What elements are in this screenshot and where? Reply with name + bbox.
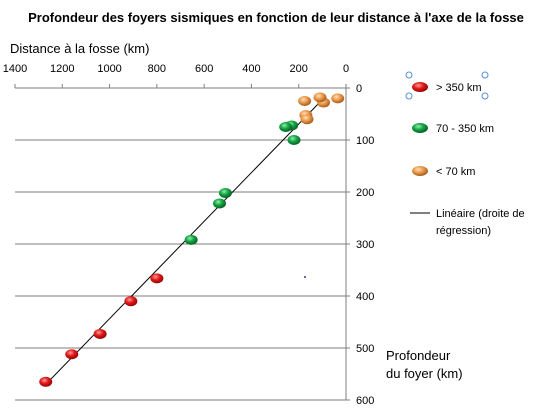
x-tick-label-200: 200: [290, 63, 308, 75]
data-point-s2-3: [298, 96, 312, 106]
x-tick-labels: 1400 1200 1000 800 600 400 200 0: [3, 63, 349, 88]
x-tick-label-1000: 1000: [97, 63, 121, 75]
data-point-s2-1: [313, 92, 327, 103]
x-tick-label-600: 600: [195, 63, 213, 75]
x-tick-label-800: 800: [148, 63, 166, 75]
x-axis-label: Distance à la fosse (km): [10, 41, 149, 56]
x-tick-label-400: 400: [242, 63, 260, 75]
legend-selection-handle: [405, 92, 413, 100]
y-tick-label-200: 200: [356, 187, 374, 199]
y-tick-label-500: 500: [356, 343, 374, 355]
data-point-s2-2: [331, 93, 345, 104]
legend: > 350 km 70 - 350 km < 70 km Linéaire (d…: [405, 71, 525, 237]
y-tick-label-400: 400: [356, 291, 374, 303]
data-point-s0-1: [65, 349, 79, 360]
data-point-s1-5: [279, 122, 293, 132]
data-point-s0-2: [93, 328, 107, 339]
data-point-s1-3: [287, 135, 301, 145]
chart-title: Profondeur des foyers sismiques en fonct…: [28, 10, 524, 25]
gridlines: [15, 139, 346, 401]
y-tick-labels: 0 100 200 300 400 500 600: [346, 83, 374, 407]
legend-marker-deep: [412, 82, 428, 92]
y-tick-label-0: 0: [356, 83, 362, 95]
data-point-s1-2: [218, 188, 232, 199]
data-points: [39, 92, 345, 387]
x-tick-label-1400: 1400: [3, 63, 27, 75]
legend-label-intermediate: 70 - 350 km: [436, 123, 494, 135]
data-point-s1-1: [213, 198, 227, 209]
legend-marker-shallow: [412, 166, 428, 176]
legend-label-trendline-line2: régression): [436, 225, 491, 237]
trendline-group: [45, 98, 324, 385]
x-tick-label-0: 0: [343, 63, 349, 75]
y-tick-label-600: 600: [356, 395, 374, 407]
x-tick-label-1200: 1200: [50, 63, 74, 75]
legend-selection-handle: [481, 92, 489, 100]
data-point-s1-0: [184, 234, 198, 245]
y-tick-label-300: 300: [356, 239, 374, 251]
trendline: [45, 98, 324, 385]
data-point-s0-3: [124, 296, 138, 307]
stray-dot: [304, 276, 306, 278]
y-axis-label-line1: Profondeur: [386, 348, 451, 363]
legend-label-shallow: < 70 km: [436, 166, 475, 178]
data-point-s0-0: [39, 376, 53, 387]
legend-selection-handle: [405, 71, 413, 79]
legend-label-trendline-line1: Linéaire (droite de: [436, 208, 525, 220]
data-point-s2-5: [300, 114, 314, 125]
legend-selection-handle: [481, 71, 489, 79]
legend-label-deep: > 350 km: [436, 82, 482, 94]
data-point-s0-4: [150, 273, 164, 284]
y-tick-label-100: 100: [356, 135, 374, 147]
legend-marker-intermediate: [412, 123, 428, 133]
y-axis-label-line2: du foyer (km): [386, 366, 463, 381]
